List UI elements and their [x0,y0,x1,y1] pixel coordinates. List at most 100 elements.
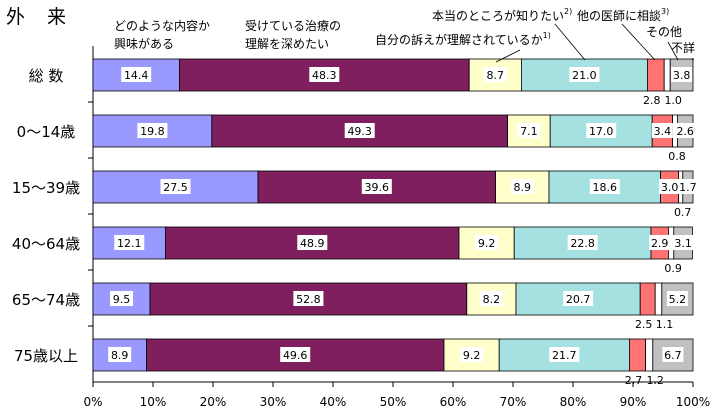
value-label-bg [567,235,598,250]
value-label-bg [589,179,620,194]
value-label: 14.4 [124,69,149,82]
value-label: 8.9 [111,349,129,362]
value-label: 3.8 [673,69,691,82]
category-label: 65〜74歳 [12,291,80,309]
value-label: 49.3 [347,125,372,138]
legend-label: 不詳 [671,40,695,55]
legend-label: 興味がある [114,36,174,51]
value-label: 2.8 [643,94,661,107]
value-label-bg [672,235,694,250]
x-tick-label: 60% [440,395,467,409]
x-tick-label: 20% [200,395,227,409]
chart-title: 外 来 [6,6,75,28]
value-label: 48.9 [300,237,325,250]
leader-line [691,57,695,61]
category-label: 40〜64歳 [12,235,80,253]
value-label: 2.9 [651,237,669,250]
value-label-bg [569,67,600,82]
value-label-bg [108,347,132,362]
value-label-bg [344,123,375,138]
value-label-bg [662,347,684,362]
value-label: 0.9 [664,262,682,275]
value-label-bg [674,123,696,138]
value-label-bg [510,179,534,194]
bar-segment [639,282,656,316]
value-label-bg [475,235,499,250]
value-label: 8.7 [487,69,505,82]
value-label: 7.1 [520,125,538,138]
category-label: 0〜14歳 [17,123,76,141]
leader-line [621,23,656,61]
bar-segment [663,58,671,92]
category-label: 75歳以上 [14,347,78,365]
legend-label: どのような内容か [114,18,210,33]
leader-line [667,41,679,61]
value-label-bg [160,179,191,194]
value-label: 48.3 [312,69,337,82]
value-label: 12.1 [117,237,142,250]
value-label: 17.0 [589,125,614,138]
value-label: 3.4 [654,125,672,138]
value-label: 3.0 [661,181,679,194]
value-label-bg [114,235,145,250]
value-label-bg [479,291,503,306]
value-label-bg [137,123,168,138]
value-label: 0.8 [668,150,686,163]
value-label: 19.8 [140,125,165,138]
value-label: 49.6 [283,349,308,362]
legend-label: 本当のところが知りたい2) [432,7,572,23]
value-label-bg [677,179,699,194]
value-label-bg [309,67,340,82]
value-label-bg [651,123,673,138]
value-label: 21.0 [572,69,597,82]
value-label-bg [121,67,152,82]
value-label: 5.2 [669,293,687,306]
legend-label: 他の医師に相談3) [577,7,669,23]
value-label: 6.7 [664,349,682,362]
value-label-bg [280,347,311,362]
value-label: 21.7 [552,349,577,362]
leader-line [495,49,521,63]
value-label: 20.7 [566,293,591,306]
value-label: 1.1 [656,318,674,331]
value-label-bg [649,235,671,250]
value-label: 9.2 [478,237,496,250]
value-label: 22.8 [570,237,595,250]
legend-label: 自分の訴えが理解されているか1) [375,31,551,47]
x-tick-label: 80% [560,395,587,409]
value-label: 9.2 [463,349,481,362]
x-tick-label: 10% [140,395,167,409]
value-label-bg [549,347,580,362]
x-tick-label: 30% [260,395,287,409]
value-label-bg [586,123,617,138]
value-label-bg [297,235,328,250]
bar-segment [654,282,663,316]
legend-label: 理解を深めたい [245,37,329,51]
category-label: 15〜39歳 [12,179,80,197]
x-tick-label: 50% [380,395,407,409]
leader-line [554,23,586,61]
value-label-bg [483,67,507,82]
value-label-bg [460,347,484,362]
value-label: 52.8 [296,293,321,306]
value-label: 2.7 [625,374,643,387]
value-label: 2.6 [676,125,694,138]
value-label: 1.2 [646,374,664,387]
x-tick-label: 0% [83,395,102,409]
category-label: 総 数 [29,67,64,85]
x-tick-label: 90% [620,395,647,409]
value-label: 0.7 [674,206,692,219]
x-tick-label: 70% [500,395,527,409]
value-label: 8.2 [483,293,501,306]
value-label-bg [659,179,681,194]
bar-segment [629,338,647,372]
value-label-bg [110,291,133,306]
value-label-bg [563,291,594,306]
value-label: 9.5 [113,293,131,306]
x-tick-label: 40% [320,395,347,409]
value-label: 39.6 [365,181,390,194]
x-tick-label: 100% [676,395,710,409]
value-label-bg [671,67,693,82]
value-label: 1.0 [664,94,682,107]
